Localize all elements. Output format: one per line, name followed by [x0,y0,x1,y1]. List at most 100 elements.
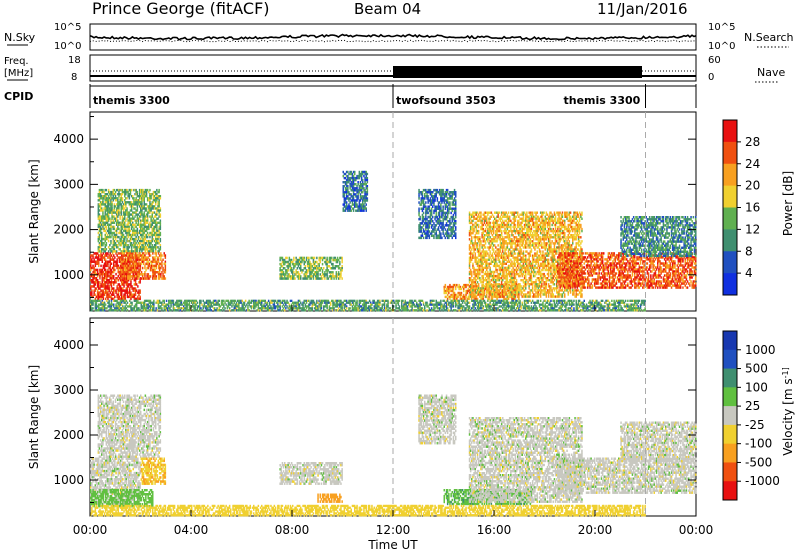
echo-cell [107,262,109,265]
echo-cell [104,264,107,268]
echo-cell [123,297,125,301]
echo-cell [101,277,103,280]
echo-cell [94,293,97,296]
echo-cell [104,254,107,257]
echo-cell [103,242,105,245]
echo-cell [104,233,106,237]
echo-cell [95,252,98,255]
echo-cell [98,287,100,290]
echo-cell [515,293,518,296]
echo-cell [96,260,99,263]
echo-cell [139,291,141,294]
echo-cell [119,252,122,255]
echo-cell [323,267,325,270]
echo-cell [130,279,132,282]
freq-tick-top: 18 [68,55,81,66]
echo-cell [101,203,103,206]
echo-cell [97,193,100,196]
echo-cell [99,219,102,222]
echo-cell [125,279,128,282]
echo-cell [96,281,99,284]
echo-cell [125,193,127,196]
echo-cell [117,289,119,292]
echo-cell [106,279,108,282]
echo-cell [512,234,514,237]
power-echoes [90,170,697,312]
echo-cell [103,274,106,278]
echo-cell [104,252,107,255]
echo-cell [134,281,137,284]
echo-cell [127,256,130,259]
echo-cell [463,289,465,293]
echo-cell [129,295,131,299]
echo-cell [125,254,128,257]
echo-cell [94,281,97,284]
echo-cell [122,272,124,276]
echo-cell [111,252,114,255]
echo-cell [123,281,125,284]
echo-cell [472,289,474,292]
echo-cell [90,285,92,288]
echo-cell [134,258,137,261]
echo-cell [118,256,121,259]
echo-cell [118,266,121,270]
echo-cell [316,256,318,260]
echo-cell [90,287,92,290]
echo-cell [104,213,106,216]
echo-cell [344,209,347,212]
echo-cell [97,248,100,251]
echo-cell [101,239,103,243]
echo-cell [107,291,109,294]
nave-tick-bottom: 0 [708,72,714,83]
echo-cell [468,281,471,284]
echo-cell [97,231,100,235]
echo-cell [300,277,302,280]
echo-cell [121,295,123,299]
echo-cell [99,295,101,299]
echo-cell [441,236,443,240]
echo-cell [107,281,109,284]
echo-cell [107,270,109,274]
echo-cell [137,285,139,288]
echo-cell [106,254,108,257]
echo-cell [138,272,140,276]
echo-cell [104,281,107,284]
echo-cell [474,252,476,255]
echo-cell [286,256,288,260]
echo-cell [124,293,126,296]
echo-cell [139,279,141,282]
echo-cell [515,283,518,286]
echo-cell [107,279,109,282]
echo-cell [100,258,102,261]
echo-cell [99,221,102,224]
echo-cell [97,225,100,229]
echo-cell [134,289,137,292]
echo-cell [483,285,486,288]
echo-cell [156,213,158,216]
echo-cell [102,197,104,200]
echo-cell [124,223,126,226]
echo-cell [108,293,110,296]
echo-cell [92,254,94,257]
echo-cell [95,277,98,280]
echo-cell [133,287,136,290]
echo-cell [91,272,93,276]
echo-cell [102,279,105,282]
echo-cell [104,260,107,263]
echo-cell [159,233,162,237]
echo-cell [352,209,355,212]
echo-cell [151,244,153,247]
echo-cell [139,289,141,292]
echo-cell [98,291,100,294]
echo-cell [99,272,101,276]
echo-cell [123,279,125,282]
echo-cell [159,195,162,198]
echo-cell [149,201,151,204]
echo-cell [149,235,151,239]
echo-cell [126,295,129,299]
echo-cell [99,291,101,294]
echo-cell [157,239,159,243]
echo-cell [101,285,103,288]
echo-cell [101,188,103,192]
echo-cell [159,227,162,231]
